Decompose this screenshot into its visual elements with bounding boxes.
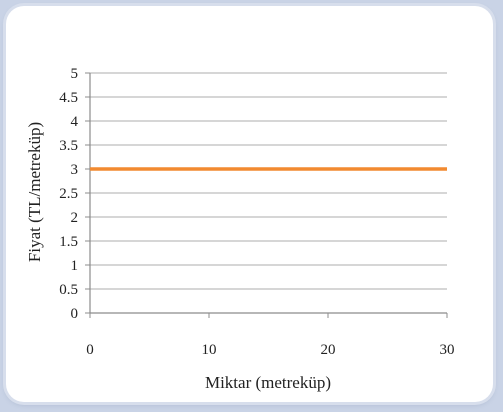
y-tick-label: 3 — [71, 162, 79, 178]
y-tick-label: 0.5 — [59, 282, 78, 298]
y-tick-label: 3.5 — [59, 138, 78, 154]
x-tick-label: 0 — [86, 342, 94, 358]
y-tick-label: 0 — [71, 306, 79, 322]
y-tick-labels: 0 0.5 1 1.5 2 2.5 3 3.5 4 4.5 5 — [59, 66, 78, 322]
x-tick-label: 20 — [321, 342, 336, 358]
x-tick-label: 30 — [440, 342, 455, 358]
grid-lines — [90, 72, 447, 290]
y-axis-title: Fiyat (TL/metreküp) — [25, 122, 44, 262]
axes — [85, 72, 448, 318]
x-tick-label: 10 — [202, 342, 217, 358]
y-tick-label: 1 — [71, 258, 79, 274]
x-tick-labels: 0 10 20 30 — [86, 342, 454, 358]
y-tick-label: 4.5 — [59, 90, 78, 106]
y-tick-label: 2 — [71, 210, 79, 226]
y-tick-label: 5 — [71, 66, 79, 82]
chart-frame — [6, 6, 493, 402]
y-tick-label: 2.5 — [59, 186, 78, 202]
y-tick-label: 1.5 — [59, 234, 78, 250]
y-tick-label: 4 — [71, 114, 79, 130]
x-axis-title: Miktar (metreküp) — [205, 373, 331, 392]
